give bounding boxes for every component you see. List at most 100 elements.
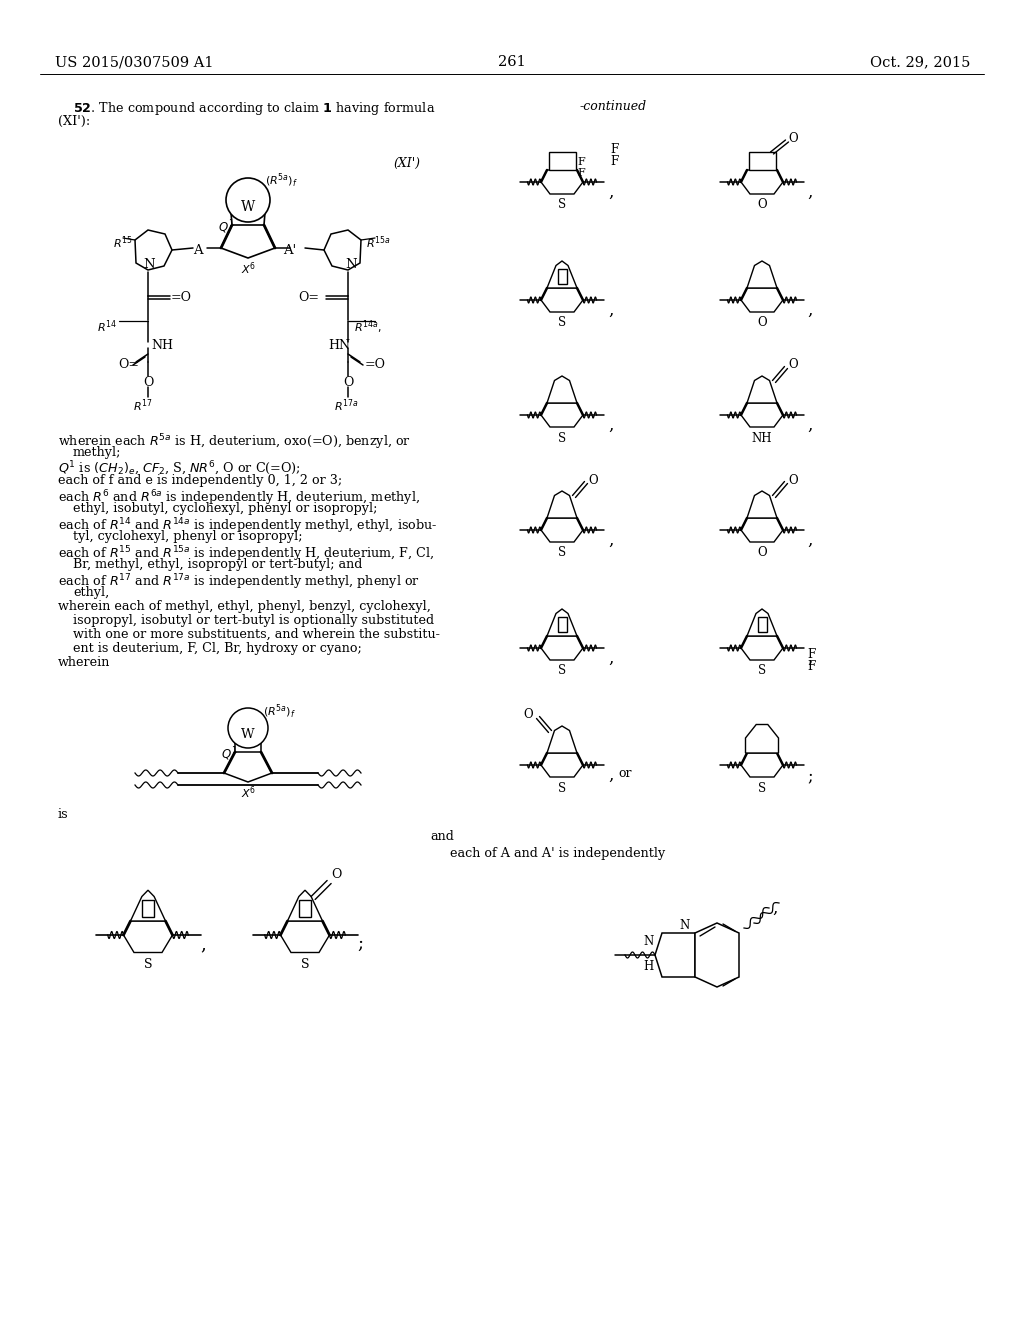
Polygon shape — [324, 230, 361, 271]
Text: $R^{17a}$: $R^{17a}$ — [334, 397, 358, 413]
Polygon shape — [541, 403, 583, 426]
Text: $X^6$: $X^6$ — [241, 784, 256, 801]
Text: ,: , — [772, 900, 777, 917]
Polygon shape — [142, 900, 154, 917]
Text: O: O — [343, 376, 353, 389]
Polygon shape — [741, 288, 783, 312]
Text: A': A' — [283, 244, 296, 257]
Circle shape — [228, 708, 268, 748]
Polygon shape — [745, 725, 778, 752]
Text: S: S — [558, 781, 566, 795]
Polygon shape — [749, 152, 775, 170]
Text: ,: , — [608, 767, 613, 784]
Text: S: S — [558, 317, 566, 330]
Text: F: F — [807, 648, 815, 661]
Polygon shape — [221, 224, 275, 257]
Text: W: W — [241, 201, 255, 214]
Polygon shape — [547, 376, 577, 403]
Text: O: O — [589, 474, 598, 487]
Polygon shape — [746, 261, 777, 288]
Text: $Q^1$: $Q^1$ — [218, 218, 234, 235]
Text: ,: , — [807, 532, 812, 549]
Text: S: S — [558, 664, 566, 677]
Text: ethyl,: ethyl, — [73, 586, 110, 599]
Text: ,: , — [608, 417, 613, 434]
Text: $R^{15}$: $R^{15}$ — [113, 234, 133, 251]
Text: W: W — [242, 729, 255, 742]
Text: $Q^1$: $Q^1$ — [221, 744, 238, 763]
Text: ent is deuterium, F, Cl, Br, hydroxy or cyano;: ent is deuterium, F, Cl, Br, hydroxy or … — [73, 642, 361, 655]
Text: $R^{15a}$: $R^{15a}$ — [366, 234, 390, 251]
Text: Br, methyl, ethyl, isopropyl or tert-butyl; and: Br, methyl, ethyl, isopropyl or tert-but… — [73, 558, 362, 572]
Polygon shape — [541, 636, 583, 660]
Text: each of $R^{14}$ and $R^{14a}$ is independently methyl, ethyl, isobu-: each of $R^{14}$ and $R^{14a}$ is indepe… — [58, 516, 437, 536]
Text: F: F — [610, 143, 618, 156]
Polygon shape — [655, 933, 695, 977]
Polygon shape — [281, 921, 330, 953]
Text: US 2015/0307509 A1: US 2015/0307509 A1 — [55, 55, 213, 69]
Text: ;: ; — [357, 935, 364, 953]
Polygon shape — [541, 170, 583, 194]
Text: wherein each of methyl, ethyl, phenyl, benzyl, cyclohexyl,: wherein each of methyl, ethyl, phenyl, b… — [58, 601, 431, 612]
Text: S: S — [143, 958, 153, 970]
Polygon shape — [557, 616, 566, 631]
Text: =O: =O — [365, 358, 386, 371]
Text: isopropyl, isobutyl or tert-butyl is optionally substituted: isopropyl, isobutyl or tert-butyl is opt… — [73, 614, 434, 627]
Polygon shape — [758, 616, 767, 631]
Text: O: O — [143, 376, 154, 389]
Text: O: O — [757, 317, 767, 330]
Text: wherein: wherein — [58, 656, 111, 669]
Text: A: A — [193, 244, 203, 257]
Text: ,: , — [608, 183, 613, 201]
Text: and: and — [430, 830, 454, 843]
Text: wherein each $R^{5a}$ is H, deuterium, oxo(=O), benzyl, or: wherein each $R^{5a}$ is H, deuterium, o… — [58, 432, 411, 451]
Polygon shape — [557, 268, 566, 284]
Text: NH: NH — [752, 432, 772, 445]
Text: each $R^6$ and $R^{6a}$ is independently H, deuterium, methyl,: each $R^6$ and $R^{6a}$ is independently… — [58, 488, 420, 508]
Text: ,: , — [608, 532, 613, 549]
Text: S: S — [758, 781, 766, 795]
Text: with one or more substituents, and wherein the substitu-: with one or more substituents, and where… — [73, 628, 440, 642]
Text: each of $R^{15}$ and $R^{15a}$ is independently H, deuterium, F, Cl,: each of $R^{15}$ and $R^{15a}$ is indepe… — [58, 544, 434, 564]
Text: is: is — [58, 808, 69, 821]
Text: -continued: -continued — [580, 100, 647, 114]
Text: 261: 261 — [498, 55, 526, 69]
Polygon shape — [547, 261, 577, 288]
Text: Oct. 29, 2015: Oct. 29, 2015 — [869, 55, 970, 69]
Polygon shape — [741, 636, 783, 660]
Polygon shape — [741, 403, 783, 426]
Polygon shape — [288, 890, 323, 921]
Text: N: N — [345, 257, 356, 271]
Polygon shape — [547, 726, 577, 752]
Polygon shape — [741, 170, 783, 194]
Polygon shape — [741, 517, 783, 543]
Text: N: N — [643, 935, 653, 948]
Polygon shape — [130, 890, 166, 921]
Text: $\mathbf{52}$. The compound according to claim $\mathbf{1}$ having formula: $\mathbf{52}$. The compound according to… — [73, 100, 435, 117]
Text: HN: HN — [328, 339, 350, 352]
Text: $R^{17}$: $R^{17}$ — [133, 397, 153, 413]
Text: N: N — [679, 919, 689, 932]
Text: $Q^1$ is $(CH_2)_e$, $CF_2$, S, $NR^6$, O or C(=O);: $Q^1$ is $(CH_2)_e$, $CF_2$, S, $NR^6$, … — [58, 459, 301, 478]
Polygon shape — [135, 230, 172, 271]
Polygon shape — [549, 152, 575, 170]
Polygon shape — [741, 752, 783, 777]
Text: (XI'):: (XI'): — [58, 115, 90, 128]
Text: ,: , — [200, 935, 206, 953]
Text: ,: , — [807, 302, 812, 319]
Polygon shape — [746, 376, 777, 403]
Text: ,: , — [807, 649, 812, 667]
Text: ethyl, isobutyl, cyclohexyl, phenyl or isopropyl;: ethyl, isobutyl, cyclohexyl, phenyl or i… — [73, 502, 378, 515]
Text: H: H — [643, 960, 653, 973]
Polygon shape — [746, 491, 777, 517]
Polygon shape — [541, 752, 583, 777]
Text: NH: NH — [151, 339, 173, 352]
Polygon shape — [547, 609, 577, 636]
Text: ,: , — [807, 417, 812, 434]
Polygon shape — [224, 752, 272, 781]
Text: ,: , — [608, 649, 613, 667]
Polygon shape — [299, 900, 310, 917]
Polygon shape — [746, 609, 777, 636]
Text: each of $R^{17}$ and $R^{17a}$ is independently methyl, phenyl or: each of $R^{17}$ and $R^{17a}$ is indepe… — [58, 572, 420, 591]
Text: S: S — [558, 432, 566, 445]
